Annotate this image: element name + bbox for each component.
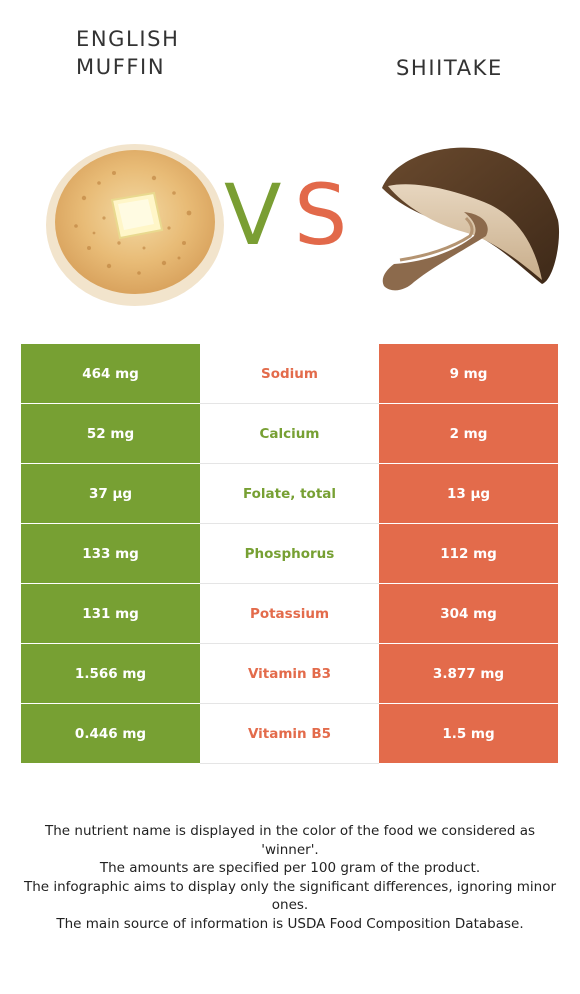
footnote-line: The infographic aims to display only the… [23,878,557,914]
right-value: 2 mg [379,404,558,464]
table-row: 37 µg Folate, total 13 µg [21,464,558,524]
right-value: 112 mg [379,524,558,584]
table-row: 464 mg Sodium 9 mg [21,344,558,404]
shiitake-image [374,140,564,300]
table-row: 1.566 mg Vitamin B3 3.877 mg [21,644,558,704]
nutrient-name: Potassium [200,584,379,644]
table-row: 0.446 mg Vitamin B5 1.5 mg [21,704,558,764]
left-value: 52 mg [21,404,200,464]
nutrient-name: Vitamin B5 [200,704,379,764]
right-value: 1.5 mg [379,704,558,764]
table-row: 131 mg Potassium 304 mg [21,584,558,644]
left-food-title: ENGLISH MUFFIN [76,27,180,79]
nutrient-comparison-table: 464 mg Sodium 9 mg 52 mg Calcium 2 mg 37 µg Fol… [21,344,558,764]
left-value: 464 mg [21,344,200,404]
left-value: 1.566 mg [21,644,200,704]
vs-letter-s: S [294,166,348,264]
footnote-line: The amounts are specified per 100 gram o… [99,860,481,876]
footnote-line: The main source of information is USDA F… [56,915,524,932]
nutrient-name: Phosphorus [200,524,379,584]
nutrient-name: Calcium [200,404,379,464]
right-value: 304 mg [379,584,558,644]
left-value: 0.446 mg [21,704,200,764]
nutrient-name: Vitamin B3 [200,644,379,704]
nutrient-name: Sodium [200,344,379,404]
table-row: 133 mg Phosphorus 112 mg [21,524,558,584]
right-value: 9 mg [379,344,558,404]
left-value: 133 mg [21,524,200,584]
left-value: 131 mg [21,584,200,644]
english-muffin-image [44,138,226,308]
left-value: 37 µg [21,464,200,524]
table-row: 52 mg Calcium 2 mg [21,404,558,464]
vs-letter-v: V [224,166,282,264]
footnote-line: The nutrient name is displayed in the co… [44,823,536,858]
right-value: 3.877 mg [379,644,558,704]
footnote: The nutrient name is displayed in the co… [20,822,560,933]
nutrient-name: Folate, total [200,464,379,524]
right-food-title: SHIITAKE [396,56,503,80]
right-value: 13 µg [379,464,558,524]
